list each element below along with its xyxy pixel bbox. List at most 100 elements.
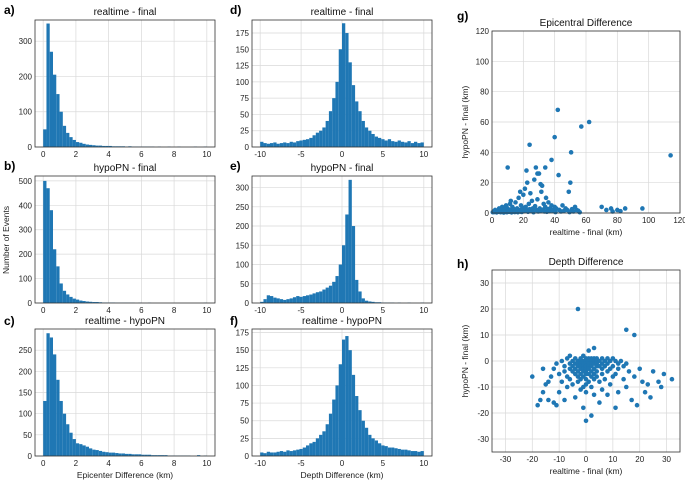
histogram-bar <box>141 454 145 456</box>
histogram-bar <box>263 453 267 456</box>
y-tick-label: 25 <box>240 434 249 443</box>
x-tick-label: -5 <box>298 459 306 468</box>
histogram-bar <box>266 143 270 147</box>
histogram-bar <box>400 449 405 456</box>
histogram-bar <box>368 434 372 456</box>
x-tick-label: 10 <box>608 455 617 464</box>
histogram-bar <box>312 135 316 147</box>
histogram-bar <box>75 443 80 456</box>
x-tick-label: 80 <box>613 216 622 225</box>
histogram-bar <box>345 214 349 303</box>
histogram-bar <box>260 141 264 147</box>
panel-title: Epicentral Difference <box>540 18 633 29</box>
histogram-bar <box>306 445 310 456</box>
scatter-point <box>572 395 578 400</box>
axes-frame <box>491 30 681 214</box>
histogram-bar <box>49 51 53 147</box>
y-tick-label: 0 <box>28 452 33 461</box>
y-tick-label: 50 <box>240 417 249 426</box>
histogram-bar <box>263 299 267 303</box>
y-tick-label: 20 <box>480 179 489 188</box>
x-tick-label: 4 <box>106 459 111 468</box>
histogram-bar <box>387 139 392 147</box>
histogram-bar <box>309 294 313 303</box>
histogram-bar <box>328 413 333 456</box>
histogram-bar <box>46 188 50 303</box>
scatter-point <box>615 366 621 372</box>
histogram-bar <box>69 296 73 303</box>
scatter-point <box>589 384 594 390</box>
y-tick-label: 150 <box>236 346 250 355</box>
scatter-point <box>535 171 540 176</box>
panel-title: realtime - hypoPN <box>302 316 382 327</box>
scatter-point <box>549 157 554 163</box>
histogram-bar <box>420 451 424 456</box>
histogram-bar <box>351 85 356 147</box>
scatter-point <box>522 186 528 192</box>
panel-letter: e) <box>230 159 241 173</box>
histogram-bar <box>391 447 395 456</box>
histogram-bar <box>98 145 103 147</box>
x-tick-label: 0 <box>340 150 345 159</box>
y-tick-label: 25 <box>240 127 249 136</box>
x-tick-label: -5 <box>298 150 306 159</box>
histogram-bar <box>315 132 320 147</box>
histogram-bar <box>306 295 310 303</box>
histogram-bar <box>102 145 106 147</box>
scatter-point <box>529 198 535 204</box>
scatter-point <box>516 195 521 201</box>
histogram-bar <box>270 296 274 303</box>
scatter-point <box>577 209 583 215</box>
x-tick-label: 40 <box>550 216 559 225</box>
histogram-bar <box>364 300 369 303</box>
histogram-bar <box>279 451 284 456</box>
histogram-bar <box>79 444 83 456</box>
histogram-bar <box>342 245 346 303</box>
scatter-point <box>540 389 546 395</box>
y-tick-label: 300 <box>236 184 250 193</box>
histogram-bar <box>82 143 86 147</box>
x-tick-label: 8 <box>172 306 177 315</box>
scatter-point <box>508 198 514 204</box>
scatter-point <box>556 172 561 178</box>
histogram-bar <box>325 424 329 456</box>
axes-frame <box>251 328 433 457</box>
x-tick-label: 5 <box>381 150 386 159</box>
y-tick-label: 100 <box>236 381 250 390</box>
y-tick-label: 150 <box>236 45 250 54</box>
y-tick-label: 300 <box>19 37 33 46</box>
histogram-bar <box>161 455 165 456</box>
axes-frame <box>34 175 216 304</box>
histogram-bar <box>378 137 382 147</box>
histogram-bar <box>89 448 93 456</box>
histogram-bar <box>348 62 352 148</box>
histogram-bar <box>315 438 320 456</box>
scatter-point <box>640 206 645 211</box>
scatter-point <box>632 374 637 379</box>
histogram-bar <box>322 289 326 303</box>
histogram-bar <box>49 337 53 456</box>
scatter-point <box>615 389 621 395</box>
x-tick-label: 0 <box>584 455 589 464</box>
x-tick-label: 100 <box>642 216 656 225</box>
scatter-point <box>642 389 648 395</box>
histogram-bar <box>164 455 168 456</box>
histogram-bar <box>69 432 73 456</box>
x-tick-label: 5 <box>381 459 386 468</box>
scatter-point <box>548 374 554 379</box>
histogram-bar <box>69 137 73 147</box>
y-tick-label: 20 <box>480 305 489 314</box>
scatter-point <box>560 203 565 208</box>
x-axis-label: realtime - final (km) <box>550 466 623 476</box>
y-tick-label: 0 <box>28 143 33 152</box>
scatter-point <box>532 177 537 182</box>
y-tick-label: 250 <box>19 346 33 355</box>
histogram-bar <box>381 139 385 147</box>
histogram-bar <box>95 145 99 147</box>
histogram-bar <box>358 291 362 303</box>
x-tick-label: 6 <box>139 459 144 468</box>
